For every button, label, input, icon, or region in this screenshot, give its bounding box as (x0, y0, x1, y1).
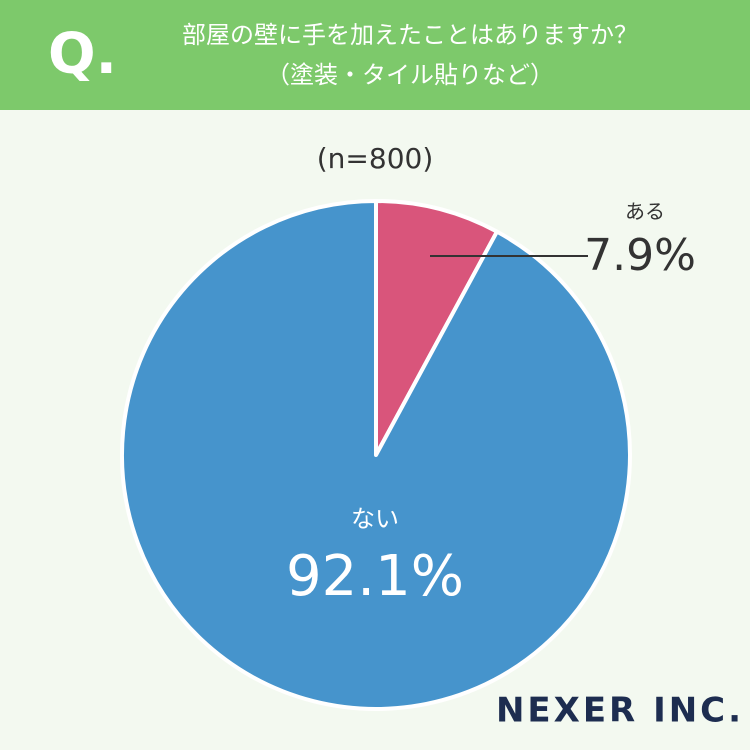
labels: ある 7.9% ない 92.1% (286, 200, 696, 610)
pie (120, 199, 632, 711)
value-label: 7.9% (584, 230, 696, 281)
pie-slice (120, 199, 632, 711)
title: 部屋の壁に手を加えたことはありますか？ (182, 21, 638, 49)
header-band (0, 0, 750, 110)
pie-slice (374, 199, 499, 457)
title-sub: （塗装・タイル貼りなど） (266, 61, 554, 89)
value-label: 92.1% (286, 544, 464, 609)
sample-size: (n=800) (317, 142, 434, 175)
category-label: ない (351, 505, 399, 533)
logo: NEXER INC. (496, 691, 744, 731)
category-label: ある (625, 200, 665, 224)
q-mark: Q. (48, 22, 117, 87)
